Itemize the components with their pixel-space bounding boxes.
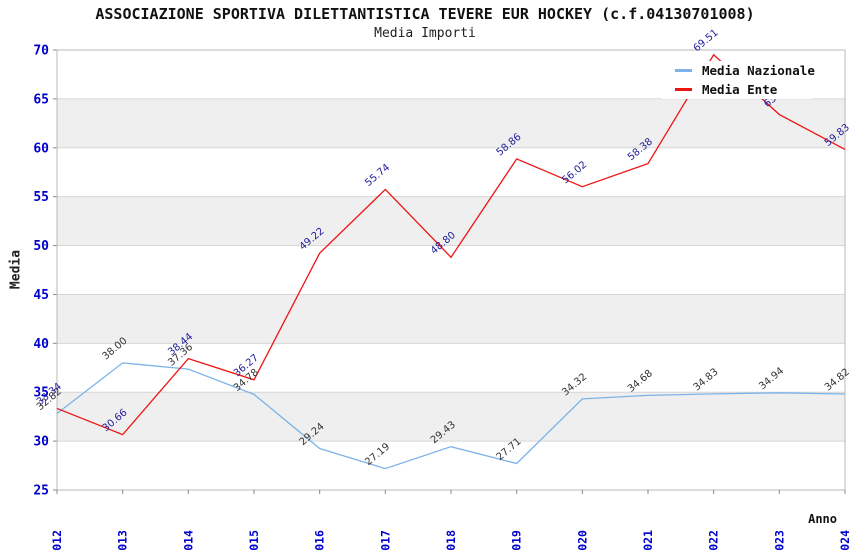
media-ente-line-swatch-icon: [675, 88, 692, 91]
x-tick-label: 2024: [838, 530, 850, 550]
x-tick-label: 2021: [641, 530, 655, 550]
series-line-media-nazionale: [56, 362, 846, 470]
x-tick-label: 2022: [707, 530, 721, 550]
x-tick-label: 2013: [116, 530, 130, 550]
x-tick-label: 2016: [313, 530, 327, 550]
data-label: 34.94: [757, 365, 786, 392]
data-label: 56.02: [560, 159, 589, 186]
chart-subtitle: Media Importi: [374, 26, 476, 41]
band: [57, 196, 845, 246]
data-label: 34.82: [823, 367, 850, 394]
y-tick-label: 40: [33, 337, 49, 352]
band: [57, 392, 845, 442]
y-tick-label: 65: [33, 92, 49, 107]
y-tick-label: 30: [33, 435, 49, 450]
legend-item-media-nazionale: Media Nazionale: [662, 63, 815, 78]
legend-item-media-ente: Media Ente: [662, 82, 812, 97]
chart-title: ASSOCIAZIONE SPORTIVA DILETTANTISTICA TE…: [95, 5, 755, 23]
y-tick-label: 35: [33, 386, 49, 401]
x-tick-label: 2012: [50, 530, 64, 550]
x-tick-label: 2020: [575, 530, 589, 550]
y-tick-label: 25: [33, 484, 49, 499]
data-label: 34.68: [626, 368, 655, 395]
series-line-media-ente: [56, 53, 846, 436]
y-tick-label: 60: [33, 141, 49, 156]
x-tick-label: 2019: [510, 530, 524, 550]
x-tick-label: 2018: [444, 530, 458, 550]
band: [57, 98, 845, 148]
data-label: 34.83: [692, 367, 721, 394]
legend-label: Media Nazionale: [702, 63, 815, 78]
data-label: 27.19: [363, 441, 392, 468]
x-axis-label: Anno: [808, 512, 837, 526]
y-tick-label: 45: [33, 288, 49, 303]
legend-label: Media Ente: [702, 82, 778, 97]
x-tick-label: 2017: [378, 530, 392, 550]
x-tick-label: 2014: [181, 530, 195, 550]
legend: Media Nazionale Media Ente: [662, 61, 815, 99]
data-label: 55.74: [363, 162, 392, 189]
x-tick-label: 2015: [247, 530, 261, 550]
y-tick-label: 55: [33, 190, 49, 205]
x-tick-label: 2023: [772, 530, 786, 550]
band: [57, 294, 845, 344]
y-tick-label: 50: [33, 239, 49, 254]
y-tick-label: 70: [33, 44, 49, 59]
media-nazionale-line-swatch-icon: [675, 69, 692, 72]
